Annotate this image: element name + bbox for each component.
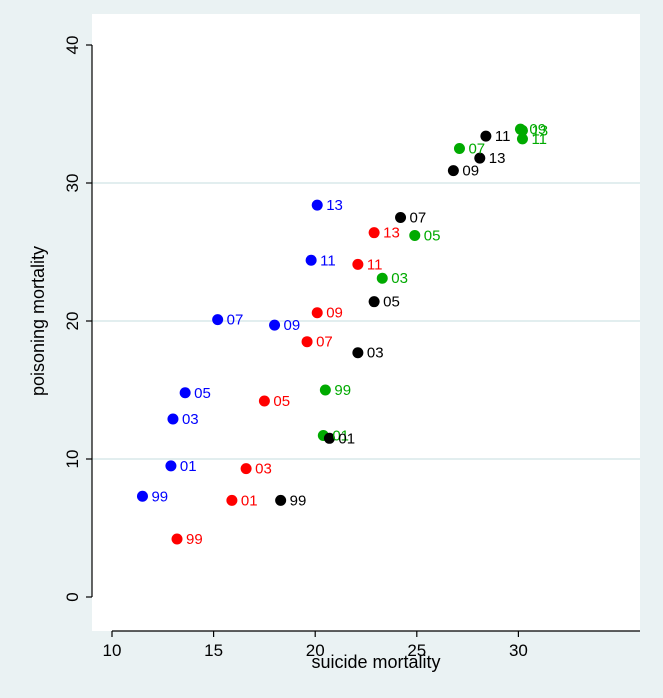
y-tick-label: 20 xyxy=(63,312,82,331)
point-label: 05 xyxy=(383,294,400,311)
data-point xyxy=(447,165,459,177)
data-point xyxy=(352,347,364,359)
data-point xyxy=(368,296,380,308)
x-axis-title: suicide mortality xyxy=(311,652,440,672)
point-label: 99 xyxy=(186,531,203,548)
x-tick-label: 10 xyxy=(103,641,122,660)
point-label: 07 xyxy=(227,312,244,329)
x-tick-label: 15 xyxy=(204,641,223,660)
point-label: 99 xyxy=(334,382,351,399)
point-label: 05 xyxy=(273,393,290,410)
data-point xyxy=(409,229,421,241)
point-label: 07 xyxy=(316,334,333,351)
point-label: 11 xyxy=(320,252,336,269)
gridlines xyxy=(92,182,640,460)
x-tick-label: 30 xyxy=(509,641,528,660)
data-point xyxy=(311,307,323,319)
data-point xyxy=(352,258,364,270)
point-label: 03 xyxy=(182,411,199,428)
data-points xyxy=(136,123,528,545)
point-label: 09 xyxy=(284,317,301,334)
y-tick-label: 40 xyxy=(63,36,82,55)
point-label: 99 xyxy=(151,488,168,505)
point-label: 03 xyxy=(255,461,272,478)
point-label: 11 xyxy=(531,131,547,148)
point-label: 13 xyxy=(383,225,400,242)
x-tick-label: 20 xyxy=(306,641,325,660)
point-label: 01 xyxy=(180,458,197,475)
point-label: 13 xyxy=(531,123,548,140)
point-label: 01 xyxy=(338,430,355,447)
point-label: 01 xyxy=(241,492,258,509)
data-point xyxy=(376,272,388,284)
point-label: 13 xyxy=(489,150,506,167)
data-point xyxy=(171,533,183,545)
point-label: 09 xyxy=(462,163,479,180)
axes xyxy=(86,44,640,637)
y-axis-title: poisoning mortality xyxy=(28,246,48,396)
data-point xyxy=(311,199,323,211)
plot-area xyxy=(92,14,640,631)
data-point xyxy=(240,463,252,475)
point-label: 09 xyxy=(529,121,546,138)
y-tick-label: 10 xyxy=(63,450,82,469)
data-point xyxy=(275,494,287,506)
point-label: 11 xyxy=(367,256,383,273)
point-label: 99 xyxy=(290,492,307,509)
point-label: 05 xyxy=(194,385,211,402)
point-label: 03 xyxy=(367,345,384,362)
data-point xyxy=(212,314,224,326)
data-point xyxy=(136,490,148,502)
data-point xyxy=(305,254,317,266)
point-label: 07 xyxy=(410,210,427,227)
data-point xyxy=(395,212,407,223)
x-tick-label: 25 xyxy=(407,641,426,660)
point-label: 09 xyxy=(326,305,343,322)
data-point xyxy=(323,432,335,444)
point-label: 01 xyxy=(332,428,349,445)
data-point xyxy=(368,227,380,239)
data-point xyxy=(474,152,486,164)
point-label: 11 xyxy=(495,128,511,145)
data-point xyxy=(165,460,177,472)
point-label: 03 xyxy=(391,270,408,287)
data-point xyxy=(179,387,191,399)
data-point xyxy=(167,413,179,425)
data-point xyxy=(480,130,492,142)
data-point xyxy=(258,395,270,407)
data-point xyxy=(226,494,238,506)
data-point xyxy=(516,125,528,137)
data-point xyxy=(269,319,281,331)
data-point xyxy=(319,384,331,396)
point-label: 05 xyxy=(424,227,441,244)
y-tick-label: 30 xyxy=(63,174,82,193)
data-point xyxy=(453,143,465,154)
point-label: 07 xyxy=(468,141,485,158)
data-point xyxy=(516,133,528,145)
point-label: 13 xyxy=(326,197,343,214)
y-tick-label: 0 xyxy=(63,592,82,601)
data-point xyxy=(301,336,313,348)
